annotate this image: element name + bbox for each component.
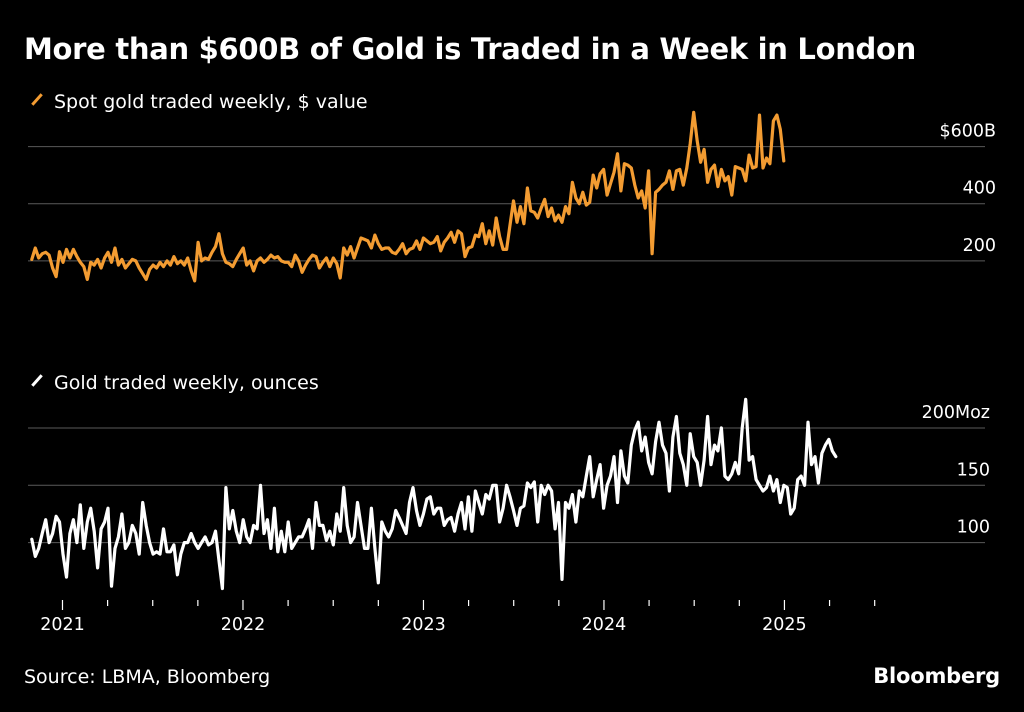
legend-ounces: Gold traded weekly, ounces xyxy=(24,372,319,394)
brand-logo: Bloomberg xyxy=(873,664,1000,688)
legend-ounces-label: Gold traded weekly, ounces xyxy=(54,372,319,394)
source-note: Source: LBMA, Bloomberg xyxy=(24,666,271,688)
legend-value-label: Spot gold traded weekly, $ value xyxy=(54,91,368,113)
value-series-line xyxy=(30,110,786,283)
grid-layer xyxy=(28,146,985,544)
axis-layer: 200 400 $600B 100 150 200Moz 2021 2022 2023 2024 2… xyxy=(40,122,996,635)
x-tick-label-2021: 2021 xyxy=(40,615,85,635)
legend-value: Spot gold traded weekly, $ value xyxy=(24,91,368,113)
y-tick-label-0-1: 400 xyxy=(963,179,996,199)
y-tick-label-0-2: $600B xyxy=(939,122,996,142)
y-tick-label-1-0: 100 xyxy=(957,518,990,538)
x-tick-label-2024: 2024 xyxy=(582,615,627,635)
ounces-series-line xyxy=(30,397,838,591)
chart-title: More than $600B of Gold is Traded in a W… xyxy=(24,32,916,66)
x-tick-label-2022: 2022 xyxy=(221,615,266,635)
y-tick-label-0-0: 200 xyxy=(963,236,996,256)
y-tick-label-1-1: 150 xyxy=(957,460,990,480)
y-tick-label-1-2: 200Moz xyxy=(922,403,990,423)
series-layer xyxy=(30,110,838,591)
x-tick-label-2023: 2023 xyxy=(401,615,446,635)
x-tick-label-2025: 2025 xyxy=(762,615,807,635)
